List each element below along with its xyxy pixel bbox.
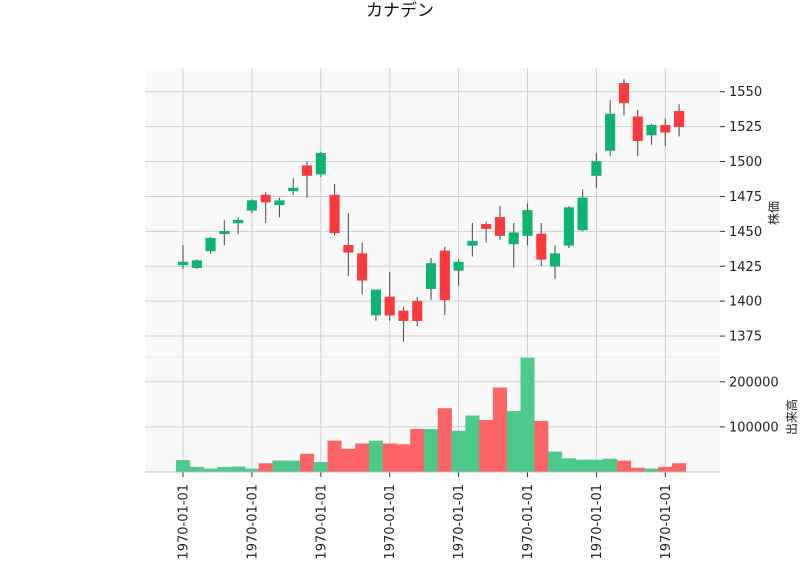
volume-bar <box>672 463 687 473</box>
x-tick-label: 1970-01-01 <box>314 484 329 560</box>
volume-bar <box>272 460 287 473</box>
volume-bar <box>258 463 273 473</box>
candle-body <box>191 260 202 268</box>
volume-bar <box>396 444 411 473</box>
volume-bar <box>189 466 204 473</box>
price-tick-label: 1400 <box>729 295 762 310</box>
candle-body <box>577 197 588 231</box>
candle-body <box>467 240 478 246</box>
volume-bar <box>327 440 342 473</box>
volume-bar <box>217 466 232 473</box>
price-tick-label: 1375 <box>729 330 762 345</box>
candle-body <box>233 219 244 224</box>
candle-body <box>550 253 561 267</box>
volume-bar <box>589 459 604 473</box>
candle-body <box>398 310 409 322</box>
candle-body <box>591 161 602 176</box>
volume-bar <box>575 459 590 473</box>
volume-tick-label: 200000 <box>729 375 779 390</box>
volume-tick-label: 100000 <box>729 420 779 435</box>
candle-body <box>605 113 616 151</box>
volume-bar <box>492 387 507 473</box>
candle-body <box>301 165 313 176</box>
candle-body <box>274 200 285 206</box>
chart-title: カナデン <box>366 0 434 21</box>
candle-body <box>177 261 189 266</box>
volume-bar <box>658 466 673 473</box>
volume-bar <box>355 443 370 473</box>
price-tick-label: 1475 <box>729 190 762 205</box>
price-tick-label: 1425 <box>729 260 762 275</box>
price-tick-label: 1550 <box>729 85 762 100</box>
price-axis-label: 株価 <box>766 201 781 225</box>
volume-bar <box>368 440 383 473</box>
volume-bar <box>616 460 632 473</box>
price-plot-background <box>145 68 720 357</box>
candle-body <box>315 152 326 175</box>
candle-body <box>370 289 381 316</box>
volume-bar <box>520 357 535 473</box>
volume-bar <box>313 461 328 473</box>
candle-body <box>219 231 230 235</box>
candle-body <box>674 110 685 127</box>
candle-body <box>412 300 423 322</box>
volume-bar <box>231 466 246 473</box>
price-tick-label: 1525 <box>729 120 762 135</box>
volume-bar <box>423 429 439 473</box>
x-tick-label: 1970-01-01 <box>590 484 605 560</box>
volume-bar <box>341 448 356 473</box>
candle-body <box>660 124 671 133</box>
x-tick-label: 1970-01-01 <box>383 484 398 560</box>
candle-body <box>343 245 354 253</box>
candle-body <box>246 200 257 211</box>
price-panel: 1375 1400 1425 1450 1475 1500 1525 1550 <box>145 68 762 357</box>
price-tick-label: 1500 <box>729 155 762 170</box>
candle-body <box>522 210 533 236</box>
volume-bar <box>561 458 576 473</box>
candle-body <box>288 187 299 192</box>
volume-bar <box>382 443 397 473</box>
candle-body <box>329 194 340 234</box>
candle-body <box>481 224 492 229</box>
volume-bar <box>534 420 549 473</box>
volume-bar <box>437 408 452 473</box>
volume-axis-label: 出来高 <box>784 399 799 435</box>
volume-bar <box>465 415 480 473</box>
x-tick-label: 1970-01-01 <box>245 484 260 560</box>
candle-body <box>632 116 643 141</box>
volume-bar <box>175 460 191 473</box>
price-tick-label: 1450 <box>729 225 762 240</box>
candle-body <box>618 83 630 104</box>
candle-body <box>205 238 216 252</box>
volume-bar <box>548 451 563 473</box>
volume-panel: 100000 200000 <box>145 356 779 473</box>
x-tick-label: 1970-01-01 <box>452 484 467 560</box>
candle-body <box>425 263 437 289</box>
volume-bar <box>299 453 315 473</box>
candle-body <box>536 233 547 260</box>
x-tick-label: 1970-01-01 <box>177 484 192 560</box>
x-tick-label: 1970-01-01 <box>659 484 674 560</box>
volume-bar <box>451 430 466 473</box>
volume-bar <box>479 419 494 473</box>
candle-body <box>439 250 450 301</box>
candle-body <box>384 296 395 316</box>
candle-body <box>563 207 574 246</box>
candle-body <box>508 232 519 245</box>
x-axis: 1970-01-01 1970-01-01 1970-01-01 1970-01-01… <box>145 471 720 560</box>
candle-body <box>646 124 657 136</box>
volume-bar <box>286 460 301 473</box>
candle-body <box>357 253 368 281</box>
volume-bar <box>630 467 645 473</box>
candle-body <box>494 217 505 236</box>
x-tick-label: 1970-01-01 <box>521 484 536 560</box>
volume-bar <box>410 429 425 473</box>
volume-bar <box>506 410 521 473</box>
candle-body <box>453 261 464 271</box>
volume-bar <box>603 458 618 473</box>
candle-body <box>260 194 271 203</box>
